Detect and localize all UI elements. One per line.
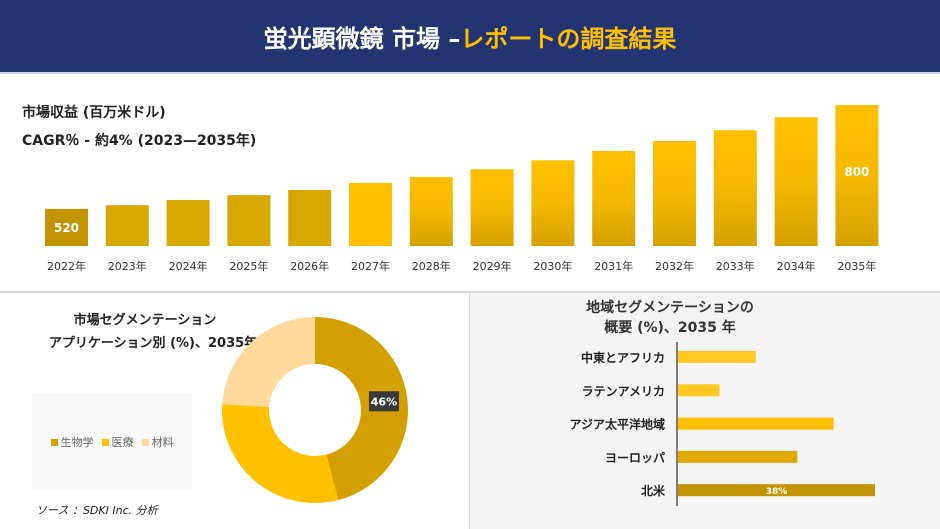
legend-swatch	[141, 438, 149, 446]
revenue-bar	[470, 169, 514, 246]
region-label: 中東とアフリカ	[581, 350, 665, 365]
year-tick-label: 2032年	[655, 259, 694, 273]
application-donut-chart: 46%	[222, 317, 408, 503]
year-tick-label: 2033年	[716, 259, 755, 273]
region-data-label: 38%	[766, 487, 788, 497]
source-note: ソース ：SDKI Inc. 分析	[36, 504, 158, 517]
revenue-bar	[45, 208, 88, 246]
legend-swatch	[50, 438, 58, 446]
revenue-bar	[531, 160, 575, 246]
cagr-text: CAGR％ - 約4% (2023—2035年)	[22, 133, 257, 149]
revenue-bar-chart: 2022年 520 2023年 2024年 2025年 2026年 2027年 2028年 20…	[45, 105, 879, 273]
panel-divider	[469, 293, 470, 529]
legend-swatch	[101, 438, 109, 446]
header-title: 蛍光顕微鏡 市場 –	[263, 24, 461, 53]
revenue-bar	[713, 130, 757, 246]
region-bar	[678, 351, 756, 363]
donut-slice-1	[222, 404, 339, 503]
region-bar	[678, 417, 834, 430]
year-tick-label: 2022年	[47, 259, 86, 273]
revenue-bar	[349, 182, 392, 246]
header-title-accent: レポートの調査結果	[460, 24, 677, 53]
donut-legend: 生物学 医療 材料	[32, 393, 192, 490]
revenue-bar	[166, 199, 210, 246]
legend-label: 医療	[111, 435, 134, 449]
legend-item-medical: 医療	[101, 434, 134, 450]
revenue-bar	[409, 176, 453, 246]
revenue-title: 市場収益 (百万米ドル)	[22, 105, 166, 121]
report-header: 蛍光顕微鏡 市場 – レポートの調査結果	[0, 0, 940, 74]
bar-data-label: 520	[54, 221, 79, 235]
year-tick-label: 2027年	[351, 259, 390, 273]
segment-title-line2: アプリケーション別 (%)、2035年	[48, 336, 258, 351]
region-title-line2: 概要 (%)、2035 年	[604, 320, 736, 336]
data-label-box	[368, 391, 399, 412]
revenue-bar	[105, 205, 149, 246]
segment-title-line1: 市場セグメンテーション	[73, 313, 217, 328]
legend-item-biology: 生物学	[50, 434, 94, 450]
donut-slice-2	[222, 317, 315, 408]
region-bar	[678, 484, 875, 497]
section-divider	[0, 291, 940, 293]
legend-label: 材料	[151, 435, 174, 449]
year-tick-label: 2034年	[777, 259, 816, 273]
revenue-bar	[653, 140, 696, 246]
year-tick-label: 2025年	[229, 259, 268, 273]
year-tick-label: 2031年	[594, 259, 633, 273]
region-bar	[678, 450, 798, 463]
year-tick-label: 2026年	[290, 259, 329, 273]
year-tick-label: 2023年	[108, 259, 147, 273]
revenue-bar	[835, 105, 879, 246]
year-tick-label: 2029年	[473, 259, 512, 273]
legend-item-materials: 材料	[141, 434, 174, 450]
revenue-bar	[774, 117, 818, 246]
region-label: ラテンアメリカ	[582, 384, 665, 398]
region-label: 北米	[641, 483, 666, 498]
region-bar	[678, 384, 720, 397]
year-tick-label: 2028年	[412, 259, 451, 273]
donut-data-label: 46%	[371, 395, 397, 408]
bar-data-label: 800	[844, 165, 869, 179]
year-tick-label: 2035年	[837, 259, 876, 273]
region-title-line1: 地域セグメンテーションの	[586, 300, 754, 316]
year-tick-label: 2030年	[533, 259, 572, 273]
revenue-bar	[227, 195, 271, 246]
revenue-bar	[592, 151, 636, 246]
region-label: アジア太平洋地域	[569, 417, 665, 432]
legend-label: 生物学	[60, 435, 94, 449]
region-label: ヨーロッパ	[605, 451, 665, 465]
donut-slice-0	[315, 317, 408, 501]
revenue-bar	[288, 189, 332, 246]
year-tick-label: 2024年	[169, 259, 208, 273]
